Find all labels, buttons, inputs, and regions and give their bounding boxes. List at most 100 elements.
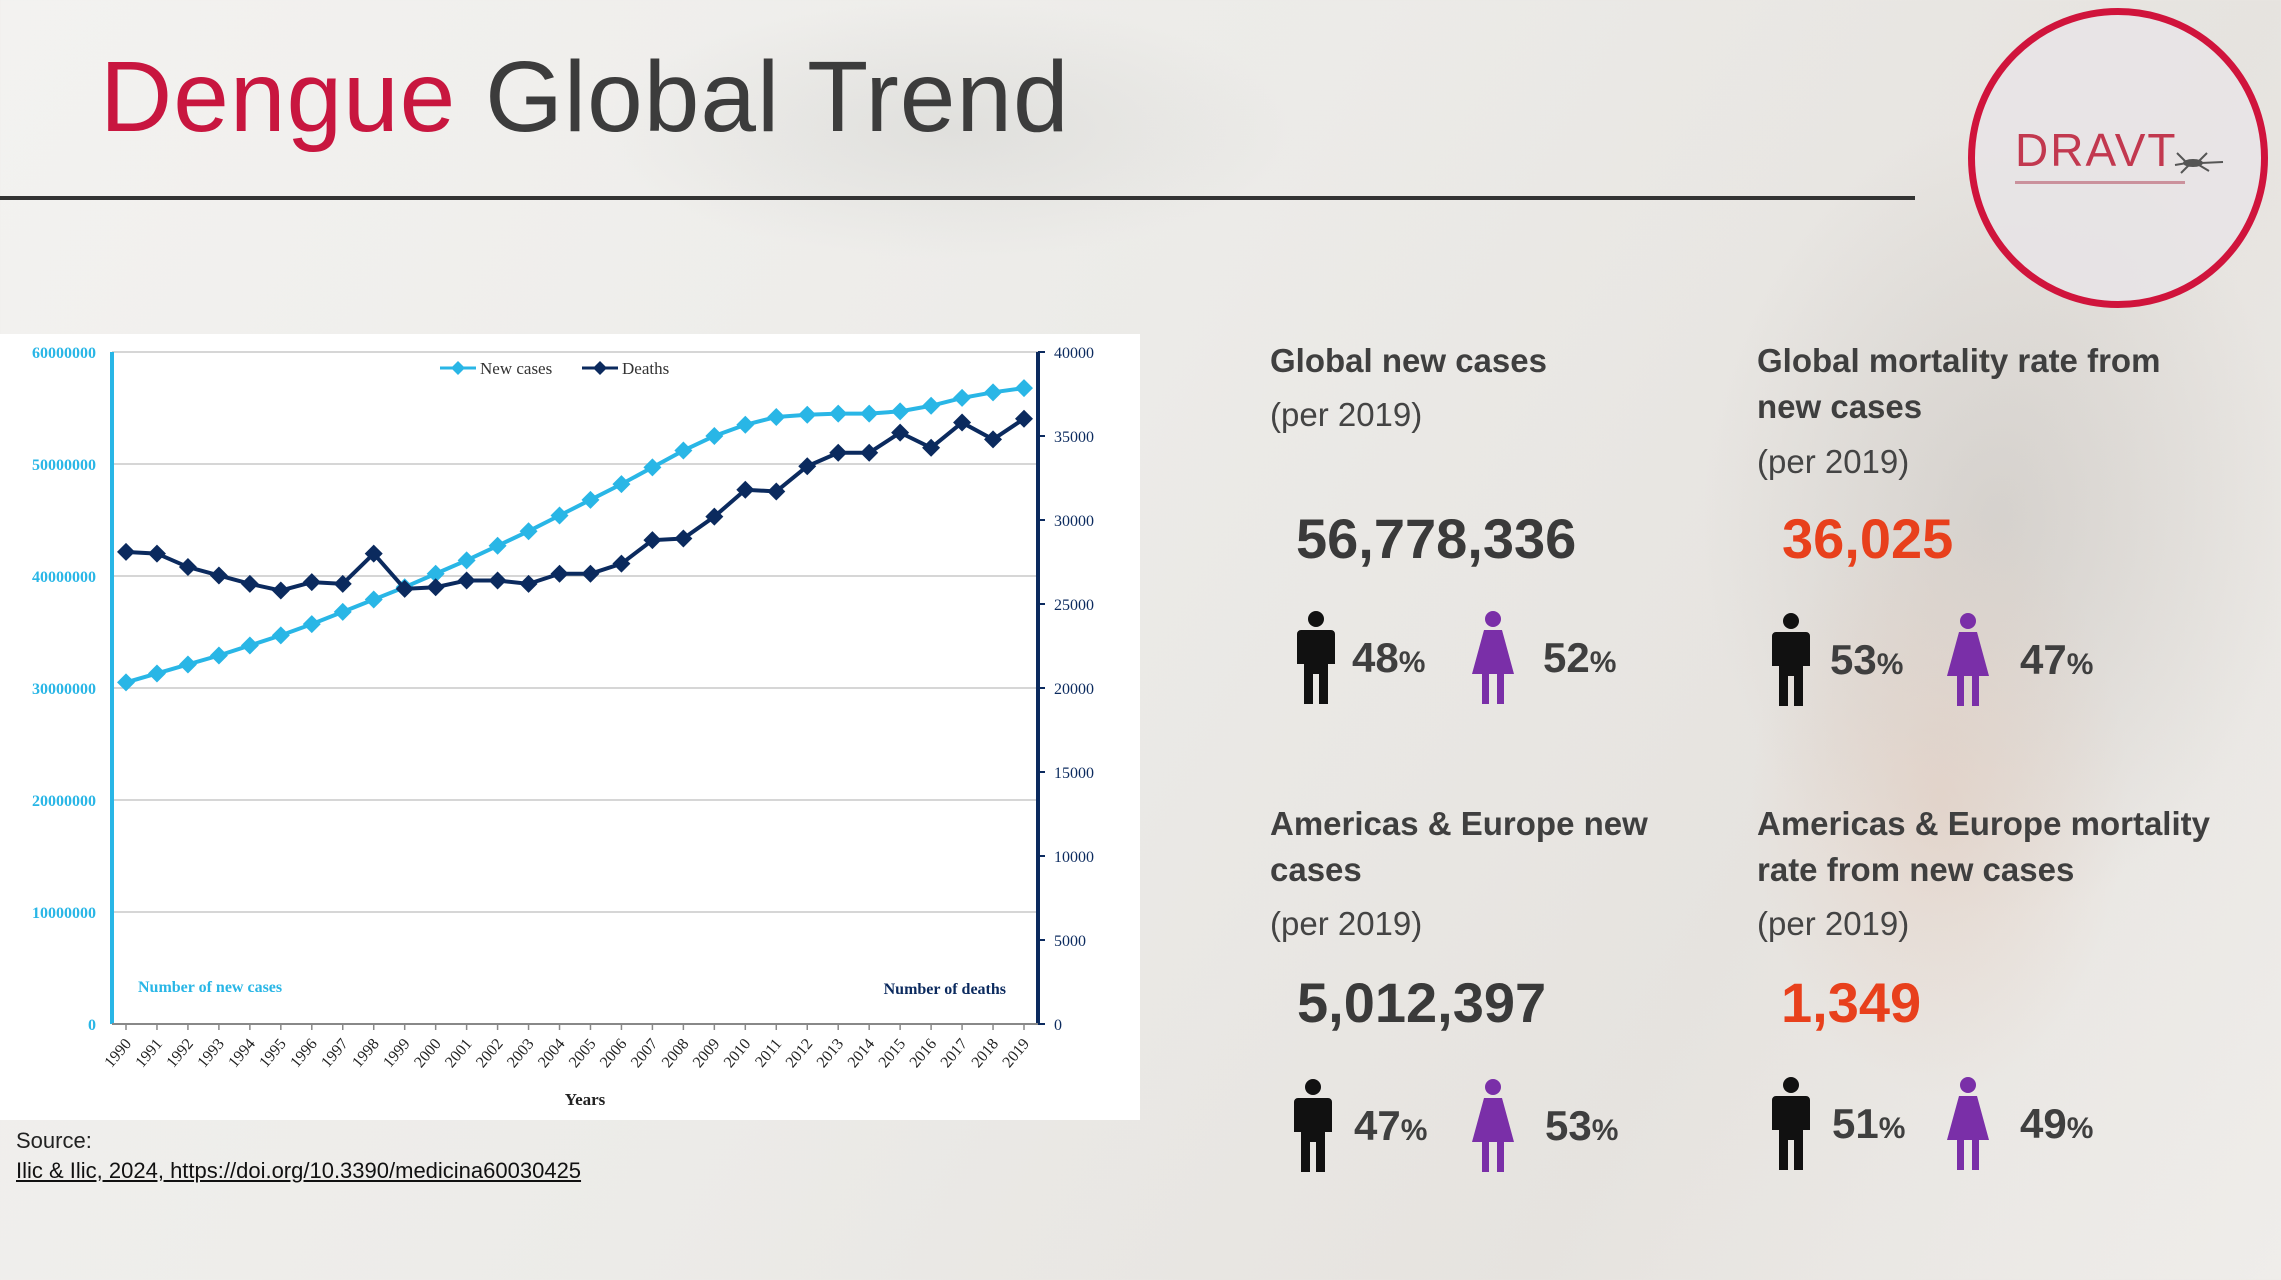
x-tick-label: 2005 (566, 1036, 600, 1071)
deaths-point (302, 573, 321, 592)
male-pct-value: 51 (1832, 1100, 1879, 1147)
percent-sign: % (2066, 648, 2094, 681)
deaths-point (736, 480, 755, 499)
deaths-point (767, 482, 786, 501)
new-cases-point (271, 626, 290, 645)
title-divider (0, 196, 1915, 200)
stat-title: Americas & Europe mortality rate from ne… (1757, 805, 2210, 888)
male-pct-value: 53 (1830, 636, 1877, 683)
male-pct-value: 48 (1352, 634, 1399, 681)
male-percentage: 51% (1832, 1100, 1905, 1148)
stat-value: 1,349 (1781, 971, 1922, 1034)
female-pct-value: 47 (2020, 636, 2067, 683)
male-person-icon (1290, 1078, 1336, 1174)
deaths-point (1015, 409, 1033, 428)
female-pct-value: 52 (1543, 634, 1590, 681)
new-cases-point (581, 490, 600, 509)
y-right-tick-label: 25000 (1054, 597, 1094, 614)
chart-svg: 0 10000000 20000000 30000000 40000000 5000000… (32, 345, 1094, 1109)
legend-swatch-marker (593, 361, 607, 375)
new-cases-point (1015, 379, 1033, 398)
new-cases-point (767, 407, 786, 426)
female-person-icon (1945, 1076, 1991, 1172)
percent-sign: % (1589, 646, 1617, 679)
dravt-logo: DRAVT (1968, 8, 2268, 308)
female-person-icon (1470, 610, 1516, 706)
new-cases-point (736, 415, 755, 434)
stat-title: Global mortality rate from new cases (1757, 342, 2161, 425)
female-percentage: 52% (1543, 634, 1616, 682)
x-tick-label: 1993 (194, 1036, 228, 1071)
stat-subtitle: (per 2019) (1270, 905, 1423, 942)
y-right-tick-label: 35000 (1054, 429, 1094, 446)
x-tick-label: 1999 (380, 1036, 414, 1071)
page-title: Dengue Global Trend (100, 40, 1070, 155)
x-tick-label: 2000 (411, 1036, 445, 1071)
stat-subtitle: (per 2019) (1270, 396, 1423, 433)
male-person-icon (1768, 1076, 1814, 1172)
female-percentage: 47% (2020, 636, 2093, 684)
mosquito-icon (2174, 152, 2224, 174)
new-cases-point (117, 673, 135, 692)
x-tick-label: 2018 (969, 1036, 1003, 1071)
percent-sign: % (1398, 646, 1426, 679)
new-cases-point (891, 402, 910, 421)
deaths-point (984, 430, 1003, 449)
female-percentage: 49% (2020, 1100, 2093, 1148)
x-tick-label: 2003 (504, 1036, 538, 1071)
deaths-point (860, 443, 879, 462)
percent-sign: % (2066, 1112, 2094, 1145)
series-line-new-cases (125, 386, 1025, 685)
new-cases-point (178, 655, 197, 674)
percent-sign: % (1591, 1114, 1619, 1147)
y-left-axis-title: Number of new cases (138, 979, 282, 996)
x-axis-title: Years (565, 1090, 606, 1109)
new-cases-point (829, 404, 848, 423)
x-tick-label: 1996 (287, 1036, 321, 1071)
x-tick-label: 2004 (535, 1036, 569, 1071)
y-left-tick-label: 50000000 (32, 457, 96, 474)
deaths-point (333, 574, 352, 593)
x-tick-label: 2019 (999, 1036, 1033, 1071)
male-percentage: 47% (1354, 1102, 1427, 1150)
deaths-point (581, 564, 600, 583)
x-tick-label: 1991 (132, 1036, 166, 1071)
y-right-tick-label: 30000 (1054, 513, 1094, 530)
y-left-tick-label: 10000000 (32, 905, 96, 922)
new-cases-point (302, 615, 321, 634)
deaths-point (829, 443, 848, 462)
y-left-tick-label: 0 (88, 1017, 96, 1034)
new-cases-point (488, 536, 507, 555)
x-tick-label: 2016 (907, 1036, 941, 1071)
y-right-tick-label: 5000 (1054, 933, 1086, 950)
dengue-trend-chart: 0 10000000 20000000 30000000 40000000 5000000… (0, 334, 1140, 1120)
legend-label: Deaths (622, 359, 669, 378)
female-percentage: 53% (1545, 1102, 1618, 1150)
y-left-tick-label: 30000000 (32, 681, 96, 698)
new-cases-point (209, 646, 228, 665)
deaths-point (117, 542, 135, 561)
source-block: Source: Ilic & Ilic, 2024, https://doi.o… (16, 1126, 581, 1186)
x-tick-label: 2013 (814, 1036, 848, 1071)
legend-label: New cases (480, 359, 552, 378)
x-tick-label: 2008 (659, 1036, 693, 1071)
new-cases-point (643, 458, 662, 477)
percent-sign: % (1400, 1114, 1428, 1147)
source-citation-link[interactable]: Ilic & Ilic, 2024, https://doi.org/10.33… (16, 1158, 582, 1183)
male-person-icon (1293, 610, 1339, 706)
background-blur-top (600, 0, 1300, 260)
new-cases-point (147, 664, 166, 683)
new-cases-point (550, 506, 569, 525)
y-right-axis-title: Number of deaths (884, 981, 1006, 998)
deaths-point (612, 554, 631, 573)
deaths-point (798, 457, 817, 476)
deaths-point (488, 571, 507, 590)
deaths-point (705, 507, 724, 526)
new-cases-point (705, 427, 724, 445)
female-pct-value: 49 (2020, 1100, 2067, 1147)
stat-value: 36,025 (1782, 507, 1954, 570)
background-blur-lower-right (1750, 500, 2130, 1100)
deaths-point (674, 529, 693, 548)
x-tick-label: 2001 (442, 1036, 476, 1071)
female-pct-value: 53 (1545, 1102, 1592, 1149)
